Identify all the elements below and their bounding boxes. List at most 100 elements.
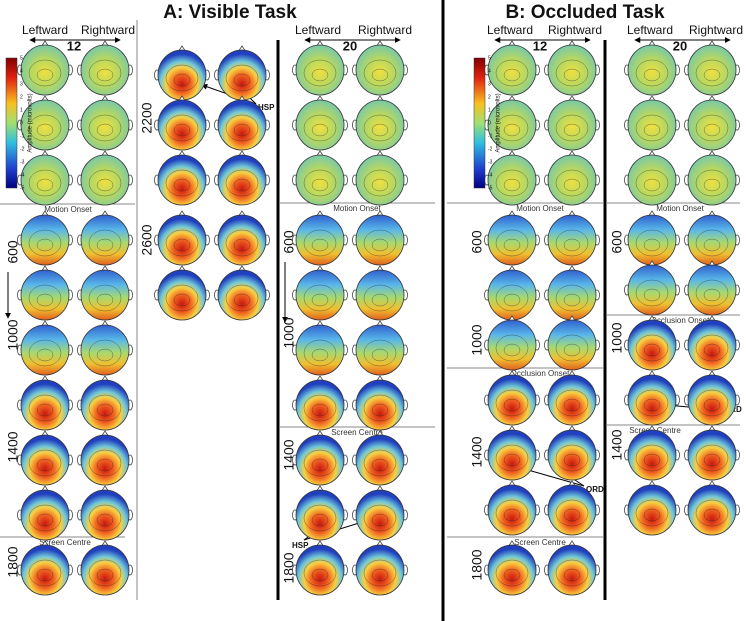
contour: [225, 114, 259, 142]
time-label: 1000: [469, 324, 485, 355]
contour: [503, 343, 521, 357]
contour: [563, 398, 581, 412]
topo-map: [20, 489, 70, 541]
event-label: Screen Centre: [39, 538, 91, 547]
topo-map: [80, 544, 130, 596]
colorbar-tick: 0: [488, 120, 491, 126]
panel-title: B: Occluded Task: [505, 2, 665, 23]
contour: [563, 123, 581, 137]
contour: [643, 68, 661, 82]
topo-map: [547, 429, 597, 481]
contour: [643, 288, 661, 302]
topo-map: [547, 214, 597, 266]
topo-map: [20, 324, 70, 376]
time-label: 600: [281, 230, 297, 254]
contour: [363, 559, 397, 587]
colorbar-tick: 5: [488, 55, 491, 61]
contour: [233, 123, 251, 137]
header: Leftward: [22, 23, 68, 37]
topo-map: [295, 489, 345, 541]
contour: [36, 123, 54, 137]
time-label: 1400: [5, 431, 21, 462]
contour: [371, 293, 389, 307]
contour: [28, 114, 62, 142]
contour: [555, 169, 589, 197]
contour: [311, 68, 329, 82]
contour: [703, 123, 721, 137]
header: Rightward: [81, 23, 135, 37]
topo-map: [627, 154, 677, 206]
topo-map: [547, 374, 597, 426]
topo-map: [80, 99, 130, 151]
contour: [503, 293, 521, 307]
time-label: 600: [469, 230, 485, 254]
contour: [371, 238, 389, 252]
contour: [495, 444, 529, 472]
contour: [563, 178, 581, 192]
contour: [703, 238, 721, 252]
contour: [303, 114, 337, 142]
colorbar-tick: 1: [20, 107, 23, 113]
contour: [225, 169, 259, 197]
event-label: Motion Onset: [516, 204, 564, 213]
contour: [303, 169, 337, 197]
time-label: 1400: [609, 429, 625, 460]
contour: [173, 178, 191, 192]
header: Leftward: [627, 23, 673, 37]
contour: [363, 284, 397, 312]
contour: [555, 114, 589, 142]
contour: [371, 348, 389, 362]
time-label: 600: [609, 230, 625, 254]
speed-label: 12: [533, 38, 547, 53]
colorbar-tick: 2: [20, 94, 23, 100]
topo-map: [295, 44, 345, 96]
contour: [363, 114, 397, 142]
contour: [36, 348, 54, 362]
contour: [371, 178, 389, 192]
time-label: 600: [5, 240, 21, 264]
contour: [503, 508, 521, 522]
contour: [555, 499, 589, 527]
contour: [695, 114, 729, 142]
speed-label: 12: [67, 38, 81, 53]
contour: [96, 458, 114, 472]
event-label: Screen Centre: [331, 428, 383, 437]
contour: [643, 238, 661, 252]
contour: [88, 504, 122, 532]
contour: [311, 178, 329, 192]
contour: [233, 293, 251, 307]
contour: [635, 279, 669, 307]
contour: [643, 398, 661, 412]
contour: [363, 449, 397, 477]
topo-map: [687, 154, 737, 206]
colorbar-label: Amplitude (microvolts): [28, 93, 34, 152]
topo-map: [547, 544, 597, 596]
topo-map: [355, 324, 405, 376]
contour: [88, 59, 122, 87]
contour: [225, 284, 259, 312]
topo-map: [627, 99, 677, 151]
contour: [311, 238, 329, 252]
contour: [88, 339, 122, 367]
contour: [96, 178, 114, 192]
contour: [495, 229, 529, 257]
contour: [363, 59, 397, 87]
contour: [371, 68, 389, 82]
colorbar-tick: -3: [20, 159, 25, 165]
topo-map: [687, 429, 737, 481]
contour: [88, 114, 122, 142]
contour: [88, 169, 122, 197]
topo-map: [295, 269, 345, 321]
contour: [88, 284, 122, 312]
colorbar-label: Amplitude (microvolts): [496, 93, 502, 152]
contour: [303, 559, 337, 587]
colorbar: [5, 57, 18, 189]
contour: [555, 284, 589, 312]
contour: [165, 114, 199, 142]
topo-map: [80, 489, 130, 541]
time-label: 1000: [5, 319, 21, 350]
contour: [88, 229, 122, 257]
panel-title: A: Visible Task: [163, 2, 297, 23]
contour: [173, 293, 191, 307]
